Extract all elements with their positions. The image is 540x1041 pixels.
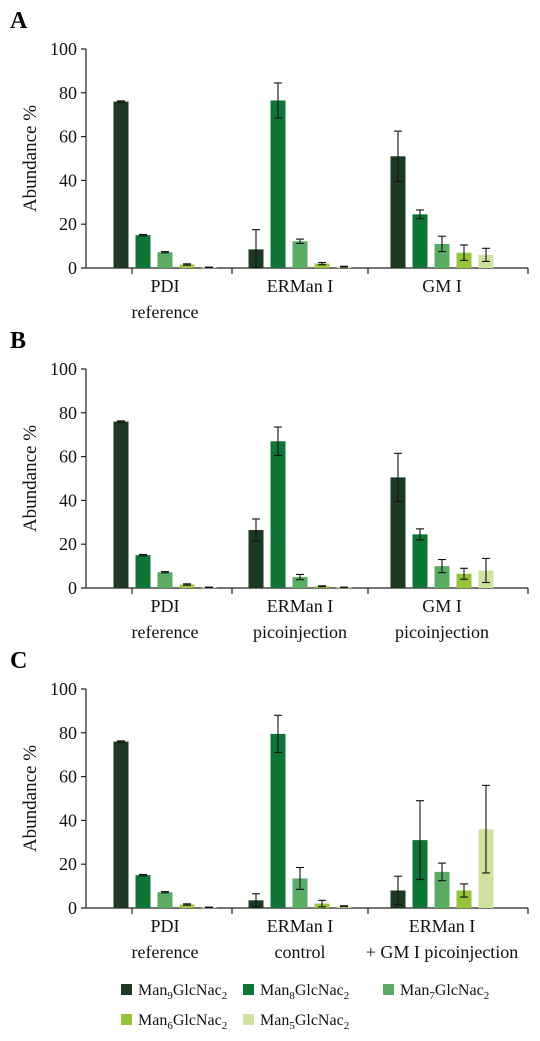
legend-swatch xyxy=(121,984,132,995)
x-category-label: ERMan I xyxy=(267,916,334,936)
y-tick-label: 80 xyxy=(59,83,77,103)
y-tick-label: 20 xyxy=(59,854,77,874)
bar-man7 xyxy=(293,241,308,268)
bar-man8 xyxy=(136,555,151,588)
legend-label-sub2: 2 xyxy=(344,1020,350,1032)
bar-man7 xyxy=(158,252,173,268)
y-tick-label: 60 xyxy=(59,767,77,787)
legend-label-prefix: Man xyxy=(260,982,289,999)
legend-label: Man6GlcNac2 xyxy=(138,1012,227,1032)
y-tick-label: 60 xyxy=(59,447,77,467)
legend-label: Man8GlcNac2 xyxy=(260,982,349,1002)
bar-man8 xyxy=(413,214,428,268)
bar-man9 xyxy=(114,742,129,908)
y-axis-label: Abundance % xyxy=(20,425,41,532)
x-category-label: GM I xyxy=(422,276,462,296)
bar-man7 xyxy=(158,572,173,588)
y-tick-label: 60 xyxy=(59,127,77,147)
y-tick-label: 100 xyxy=(50,359,77,379)
legend-label-sub2: 2 xyxy=(222,990,228,1002)
x-category-label: PDI xyxy=(150,596,179,616)
bar-man8 xyxy=(136,875,151,908)
bar-man8 xyxy=(413,534,428,588)
legend-label-prefix: Man xyxy=(138,1012,167,1029)
legend-swatch xyxy=(121,1014,132,1025)
chart-panel-c: C Abundance % 0 20 40 60 80 100 PDI reference ERMa… xyxy=(10,648,528,962)
bar-man8 xyxy=(271,734,286,908)
x-category-label: reference xyxy=(132,302,199,322)
x-category-label: reference xyxy=(132,622,199,642)
panel-label: B xyxy=(10,328,26,354)
y-tick-label: 80 xyxy=(59,403,77,423)
legend-swatch xyxy=(243,1014,254,1025)
x-category-label: ERMan I xyxy=(267,276,334,296)
legend-swatch xyxy=(243,984,254,995)
y-tick-label: 100 xyxy=(50,679,77,699)
x-category-label: control xyxy=(275,942,326,962)
legend-label-prefix: Man xyxy=(138,982,167,999)
legend-label-mid: GlcNac xyxy=(173,1012,222,1029)
y-axis-label: Abundance % xyxy=(20,105,41,212)
x-category-label: picoinjection xyxy=(395,622,489,642)
legend-label-sub2: 2 xyxy=(484,990,490,1002)
chart-panel-a: A Abundance % 0 20 40 60 80 100 PDI reference ERMa… xyxy=(10,8,528,322)
legend-label-prefix: Man xyxy=(400,982,429,999)
y-tick-label: 0 xyxy=(68,898,77,918)
y-tick-label: 100 xyxy=(50,39,77,59)
legend-label-mid: GlcNac xyxy=(295,982,344,999)
legend-swatch xyxy=(383,984,394,995)
x-category-label: PDI xyxy=(150,276,179,296)
legend-item-man9: Man9GlcNac2 xyxy=(121,982,227,1002)
legend-label: Man5GlcNac2 xyxy=(260,1012,349,1032)
y-tick-label: 20 xyxy=(59,214,77,234)
error-bar xyxy=(340,906,348,907)
bar-man9 xyxy=(114,422,129,588)
x-category-label: PDI xyxy=(150,916,179,936)
legend-item-man6: Man6GlcNac2 xyxy=(121,1012,227,1032)
legend-label-mid: GlcNac xyxy=(295,1012,344,1029)
x-category-label: + GM I picoinjection xyxy=(366,942,519,962)
legend-label-sub2: 2 xyxy=(222,1020,228,1032)
y-tick-label: 0 xyxy=(68,578,77,598)
x-category-label: ERMan I xyxy=(409,916,476,936)
legend-item-man8: Man8GlcNac2 xyxy=(243,982,349,1002)
panel-label: A xyxy=(10,8,28,34)
panel-label: C xyxy=(10,648,27,674)
legend-item-man7: Man7GlcNac2 xyxy=(383,982,489,1002)
y-tick-label: 40 xyxy=(59,490,77,510)
y-tick-label: 0 xyxy=(68,258,77,278)
bar-man8 xyxy=(136,235,151,268)
y-tick-label: 20 xyxy=(59,534,77,554)
y-tick-label: 40 xyxy=(59,810,77,830)
legend-label-mid: GlcNac xyxy=(173,982,222,999)
bar-man7 xyxy=(158,892,173,908)
legend-label: Man7GlcNac2 xyxy=(400,982,489,1002)
y-tick-label: 40 xyxy=(59,170,77,190)
y-axis-label: Abundance % xyxy=(20,745,41,852)
legend-label-mid: GlcNac xyxy=(435,982,484,999)
legend-label-prefix: Man xyxy=(260,1012,289,1029)
x-category-label: ERMan I xyxy=(267,596,334,616)
error-bar xyxy=(318,586,326,587)
bar-man8 xyxy=(271,441,286,588)
x-category-label: picoinjection xyxy=(253,622,347,642)
legend-item-man5: Man5GlcNac2 xyxy=(243,1012,349,1032)
chart-panel-b: B Abundance % 0 20 40 60 80 100 PDI reference ERMa… xyxy=(10,328,528,642)
x-category-label: GM I xyxy=(422,596,462,616)
error-bar xyxy=(340,266,348,267)
legend-label-sub2: 2 xyxy=(344,990,350,1002)
bar-man8 xyxy=(271,100,286,268)
x-category-label: reference xyxy=(132,942,199,962)
chart-legend: Man9GlcNac2 Man8GlcNac2 Man7GlcNac2 Man6Glc… xyxy=(121,982,489,1032)
bar-man9 xyxy=(114,102,129,268)
legend-label: Man9GlcNac2 xyxy=(138,982,227,1002)
y-tick-label: 80 xyxy=(59,723,77,743)
